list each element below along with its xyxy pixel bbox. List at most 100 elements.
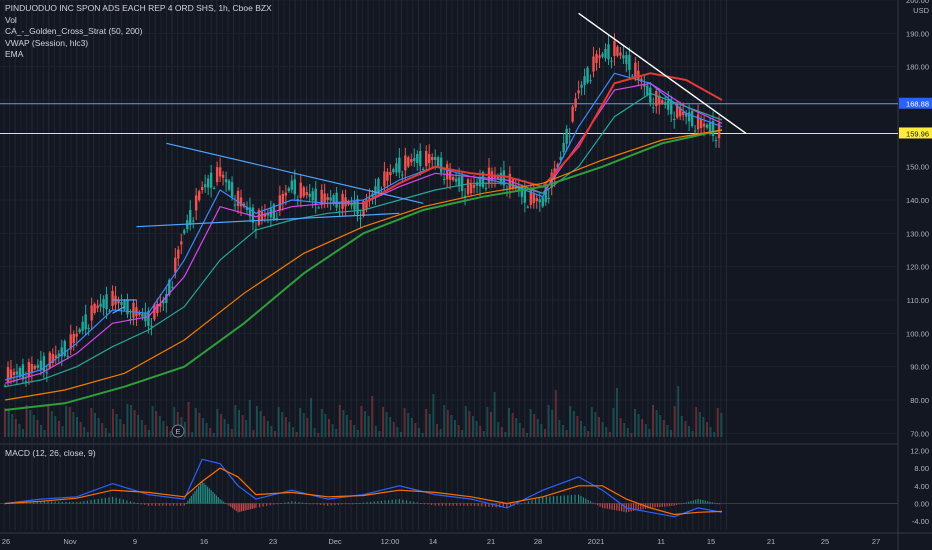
macd-histogram-bar: [509, 503, 512, 507]
volume-bar: [122, 424, 125, 437]
candle-body: [189, 209, 192, 225]
candle-body: [156, 304, 159, 313]
candle-body: [705, 124, 709, 128]
macd-histogram-bar: [129, 501, 132, 504]
candle-body: [108, 310, 111, 312]
macd-tick-label: 12.00: [910, 446, 929, 455]
candle-body: [687, 112, 691, 122]
macd-histogram-bar: [463, 503, 465, 506]
signal-line: [4, 467, 723, 516]
candle-body: [673, 119, 676, 120]
volume-bar: [356, 430, 359, 437]
candle-body: [147, 311, 150, 326]
candle-body: [39, 360, 43, 370]
volume-bar: [378, 431, 381, 437]
volume-bar: [266, 421, 269, 437]
volume-bar: [83, 427, 86, 437]
candle-body: [451, 177, 455, 180]
candle-body: [628, 54, 631, 70]
volume-bar: [702, 417, 705, 437]
volume-bar: [86, 432, 89, 437]
volume-bar: [680, 416, 683, 437]
legend-vol[interactable]: Vol: [5, 14, 17, 25]
macd-histogram-bar: [86, 500, 89, 504]
volume-bar: [148, 430, 150, 437]
macd-histogram-bar: [51, 501, 53, 504]
candle-body: [183, 230, 186, 234]
volume-bar: [709, 427, 712, 437]
time-tick-label: 11: [657, 537, 665, 546]
volume-bar: [284, 417, 287, 437]
candle-body: [416, 154, 419, 163]
legend-ema[interactable]: EMA: [5, 49, 24, 59]
volume-bar: [634, 409, 636, 437]
candle-body: [592, 56, 595, 72]
volume-bar: [238, 410, 240, 437]
symbol-title[interactable]: PINDUODUO INC SPON ADS EACH REP 4 ORD SH…: [5, 3, 272, 13]
legend-vwap[interactable]: VWAP (Session, hlc3): [5, 37, 89, 48]
macd-histogram-bar: [448, 503, 451, 506]
macd-histogram-bar: [704, 500, 706, 504]
volume-bar: [230, 429, 233, 437]
legend-strategy[interactable]: CA_-_Golden_Cross_Strat (50, 200): [5, 26, 143, 36]
candle-body: [6, 367, 10, 383]
volume-bar: [299, 408, 302, 437]
volume-bar: [641, 419, 644, 437]
candle-body: [15, 371, 19, 375]
volume-bar: [94, 413, 96, 437]
macd-histogram-bar: [90, 500, 92, 504]
macd-histogram-bar: [370, 501, 372, 504]
macd-histogram-bar: [189, 498, 191, 504]
volume-bar: [598, 417, 600, 437]
macd-histogram-bar: [262, 503, 264, 507]
candle-body: [63, 341, 66, 356]
volume-bar: [306, 418, 309, 437]
candle-body: [631, 75, 634, 77]
macd-histogram-bar: [316, 503, 318, 505]
macd-histogram-bar: [434, 503, 436, 506]
volume-bar: [720, 413, 723, 437]
volume-bar: [428, 414, 431, 437]
macd-histogram-bar: [488, 503, 490, 507]
macd-histogram-bar: [380, 500, 383, 504]
candle-body: [655, 91, 658, 106]
macd-histogram-bar: [628, 503, 630, 512]
candle-body: [565, 128, 568, 144]
macd-legend[interactable]: MACD (12, 26, close, 9): [5, 448, 96, 458]
volume-bar: [252, 430, 255, 437]
candle-body: [96, 305, 99, 309]
candle-body: [535, 198, 538, 202]
macd-histogram-bar: [484, 503, 486, 507]
candle-body: [457, 177, 461, 187]
macd-histogram-bar: [94, 499, 96, 504]
volume-bar: [313, 428, 316, 437]
candle-body: [404, 155, 407, 171]
volume-bar: [662, 420, 665, 437]
macd-histogram-bar: [280, 503, 282, 505]
earnings-marker: E: [171, 424, 185, 438]
macd-histogram-bar: [348, 503, 350, 505]
candle-body: [18, 367, 22, 377]
candle-body: [445, 164, 449, 180]
candle-body: [711, 121, 715, 136]
volume-bar: [353, 425, 356, 437]
macd-histogram-bar: [618, 503, 620, 511]
macd-histogram-bar: [199, 483, 201, 504]
macd-histogram-bar: [144, 503, 146, 505]
macd-histogram-bar: [647, 503, 649, 509]
currency-label: USD: [913, 6, 929, 15]
macd-histogram-bar: [185, 503, 187, 505]
candle-body: [251, 207, 255, 223]
candle-body: [120, 302, 123, 305]
macd-histogram-bar: [656, 503, 659, 508]
candle-body: [589, 80, 592, 82]
macd-histogram-bar: [246, 503, 248, 511]
macd-histogram-bar: [391, 499, 393, 504]
volume-bar: [544, 429, 546, 437]
volume-bar: [392, 422, 395, 437]
macd-histogram-bar: [481, 503, 483, 507]
volume-bar: [205, 423, 208, 437]
macd-histogram-bar: [635, 503, 637, 511]
price-tick-label: 180.00: [906, 63, 929, 72]
